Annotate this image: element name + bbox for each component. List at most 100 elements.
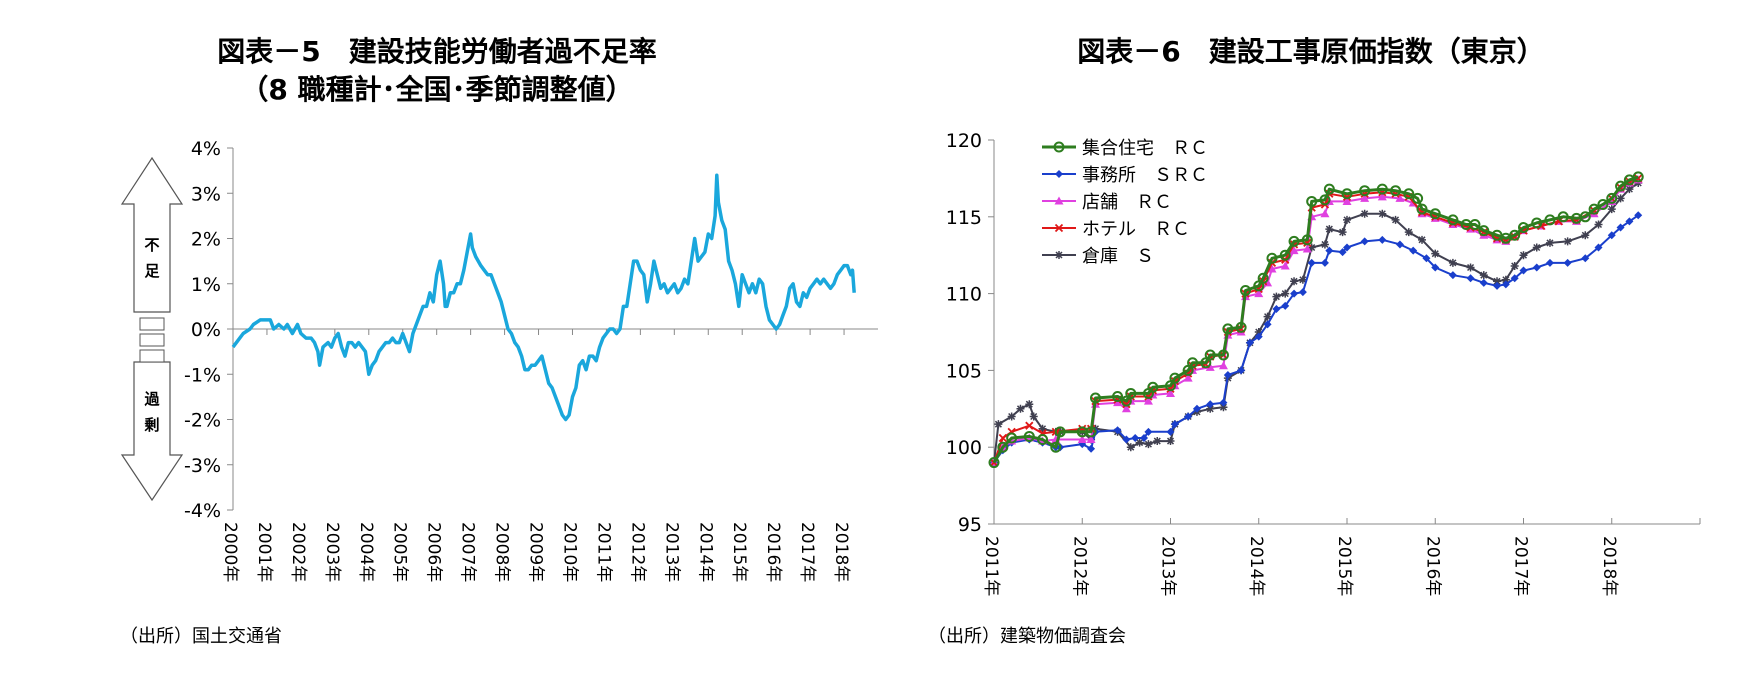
- x-tick-label: 2017年: [797, 522, 817, 582]
- series-0-point: [1447, 214, 1459, 226]
- series-1-point: [1360, 237, 1369, 246]
- series-0-point: [1257, 272, 1269, 284]
- series-1-point: [1245, 338, 1254, 347]
- series-1-point: [1607, 231, 1616, 240]
- series-1-point: [1281, 301, 1290, 310]
- series-4-point: [1206, 404, 1215, 413]
- series-2-point: [1320, 209, 1330, 218]
- series-4-point: [1281, 289, 1290, 298]
- x-tick-label: 2003年: [322, 522, 342, 582]
- x-tick-label: 2013年: [1158, 536, 1178, 596]
- series-1-point: [1532, 263, 1541, 272]
- shortage-rate-line: [231, 173, 856, 422]
- x-tick-label: 2017年: [1511, 536, 1531, 596]
- series-0-point: [1085, 426, 1097, 438]
- y-tick-label: 115: [946, 207, 982, 229]
- series-4-point: [1466, 263, 1475, 272]
- right-chart-source: （出所）建築物価調査会: [928, 626, 1126, 647]
- series-4-point: [1360, 209, 1369, 218]
- series-1-point: [1563, 258, 1572, 267]
- series-4-point: [1607, 205, 1616, 214]
- series-2-point: [1360, 193, 1370, 202]
- legend-swatch-marker: [1053, 141, 1065, 153]
- y-tick-label: 4%: [191, 138, 221, 160]
- surplus-label: 剰: [143, 416, 159, 434]
- series-0-point: [1204, 349, 1216, 361]
- series-0-point: [1050, 441, 1062, 453]
- shortage-label: 足: [144, 262, 160, 280]
- series-2-point: [1166, 388, 1175, 397]
- series-1-point: [1634, 211, 1643, 220]
- series-4-point: [1501, 275, 1510, 284]
- series-0-point: [1240, 285, 1252, 297]
- series-1-point: [1466, 274, 1475, 283]
- x-tick-label: 2001年: [254, 522, 274, 582]
- right-chart-svg: 95 100 105 110 115 120 2011年 2012年 2013年 2014年 201…: [946, 130, 1701, 596]
- series-2-point: [1280, 261, 1290, 270]
- series-0-point: [988, 457, 1000, 469]
- series-0-point: [1112, 391, 1124, 403]
- series-1-point: [1219, 398, 1228, 407]
- series-0-point: [1544, 214, 1556, 226]
- series-1-point: [1338, 248, 1347, 257]
- series-1-point: [1545, 258, 1554, 267]
- series-1-point: [1192, 404, 1201, 413]
- series-2-point: [1289, 246, 1299, 255]
- series-1-point: [1307, 258, 1316, 267]
- x-tick-label: 2014年: [1246, 536, 1266, 596]
- series-0-point: [1169, 372, 1181, 384]
- series-0-point: [1217, 349, 1229, 361]
- series-4-point: [1029, 412, 1038, 421]
- legend-label: 集合住宅 ＲＣ: [1082, 138, 1208, 159]
- series-0-point: [997, 441, 1009, 453]
- series-1-point: [1395, 240, 1404, 249]
- y-tick-label: 2%: [191, 229, 221, 251]
- legend-swatch-marker: [1054, 196, 1064, 205]
- series-4-point: [1391, 215, 1400, 224]
- series-4-point: [1263, 312, 1272, 321]
- series-4-point: [1126, 443, 1135, 452]
- x-tick-label: 2010年: [559, 522, 579, 582]
- left-chart-source: （出所）国土交通省: [120, 626, 282, 647]
- right-chart-title: 図表－6 建設工事原価指数（東京）: [1077, 35, 1545, 68]
- series-1-point: [1298, 288, 1307, 297]
- series-0-point: [1632, 171, 1644, 183]
- series-0-point: [1606, 192, 1618, 204]
- series-3-point: [998, 433, 1007, 443]
- series-4-point: [1545, 238, 1554, 247]
- x-tick-label: 2016年: [763, 522, 783, 582]
- series-0-point: [1037, 434, 1049, 446]
- series-2-point: [1377, 192, 1387, 201]
- series-2-point: [1267, 264, 1277, 273]
- series-3-point: [1122, 400, 1131, 409]
- series-2-point: [1077, 435, 1087, 444]
- labor-shortage-chart-panel: 図表－5 建設技能労働者過不足率 （8 職種計･全国･季節調整値） 4% 3% 2%…: [120, 35, 878, 647]
- series-1-point: [1343, 243, 1351, 252]
- series-1-point: [1378, 235, 1387, 244]
- legend-swatch-marker: [1054, 223, 1064, 233]
- x-tick-label: 2015年: [729, 522, 749, 582]
- series-2-point: [1121, 404, 1131, 413]
- series-0-point: [1429, 208, 1441, 220]
- y-tick-label: -1%: [184, 364, 221, 386]
- series-0-point: [1187, 357, 1199, 369]
- series-4-point: [1510, 261, 1519, 270]
- y-tick-label: -2%: [184, 410, 221, 432]
- shortage-label: 不: [144, 236, 159, 254]
- series-3-point: [1025, 421, 1034, 430]
- legend-swatch-marker: [1055, 251, 1063, 259]
- series-4-point: [1166, 437, 1175, 446]
- series-0-point: [1323, 183, 1335, 195]
- y-tick-label: 0%: [191, 319, 221, 341]
- series-0-point: [1023, 430, 1035, 442]
- series-4-point: [1431, 249, 1440, 258]
- series-1-point: [1263, 320, 1272, 329]
- up-arrow-shape: [120, 156, 184, 313]
- series-1-point: [1254, 332, 1263, 341]
- series-0-point: [1089, 392, 1101, 404]
- series-0-line: [992, 175, 1639, 464]
- series-4-point: [1135, 438, 1144, 447]
- series-2-point: [1183, 373, 1193, 382]
- arrow-mid-box: [139, 349, 165, 363]
- series-1-point: [1140, 433, 1149, 442]
